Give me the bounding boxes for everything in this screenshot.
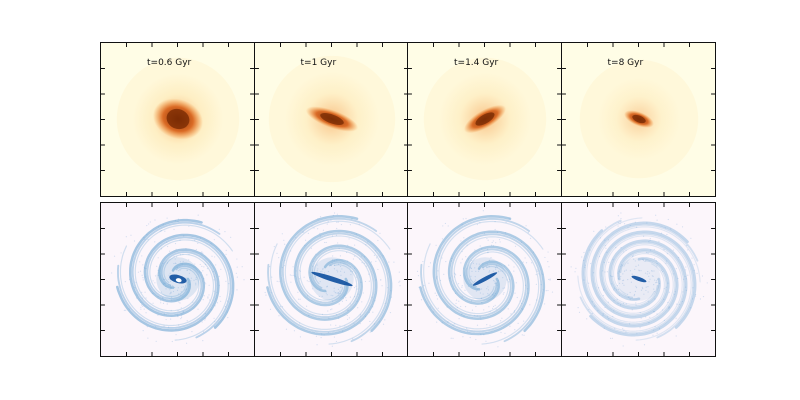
stellar-panel-4: t=8 Gyr xyxy=(560,42,716,197)
stellar-map-2 xyxy=(254,43,408,196)
gas-panel-1 xyxy=(100,202,255,357)
stellar-panel-3: t=1.4 Gyr xyxy=(407,42,562,197)
gas-panel-4 xyxy=(560,202,716,357)
stellar-map-3 xyxy=(408,43,561,196)
gas-panel-3 xyxy=(407,202,562,357)
time-label: t=8 Gyr xyxy=(607,58,644,68)
stellar-panel-2: t=1 Gyr xyxy=(253,42,409,197)
time-label: t=1.4 Gyr xyxy=(454,58,499,68)
gas-panel-2 xyxy=(253,202,409,357)
stellar-map-4 xyxy=(561,43,715,196)
gas-map-1 xyxy=(101,203,254,356)
gas-map-3 xyxy=(408,203,561,356)
time-label: t=0.6 Gyr xyxy=(147,58,192,68)
stellar-map-1 xyxy=(101,43,254,196)
gas-map-2 xyxy=(254,203,408,356)
time-label: t=1 Gyr xyxy=(300,58,337,68)
gas-density-row xyxy=(100,202,720,357)
stellar-density-row: t=0.6 Gyr t=1 Gyr t=1.4 Gyr t=8 Gyr xyxy=(100,42,720,197)
stellar-panel-1: t=0.6 Gyr xyxy=(100,42,255,197)
gas-map-4 xyxy=(561,203,715,356)
